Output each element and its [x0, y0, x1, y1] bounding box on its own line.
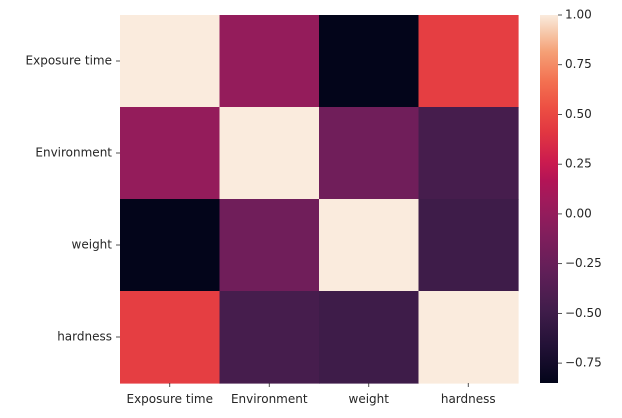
x-tick-label: Environment — [231, 392, 308, 406]
heatmap-cell-1-2 — [319, 107, 420, 200]
heatmap-cell-0-2 — [319, 15, 420, 108]
colorbar-tick-label: 0.00 — [565, 206, 592, 220]
colorbar-tick-label: −0.50 — [565, 306, 602, 320]
heatmap-cell-0-1 — [219, 15, 320, 108]
heatmap-cell-2-1 — [219, 199, 320, 292]
x-axis-ticks: Exposure time Environment weight hardness — [127, 383, 496, 406]
y-tick-label: Exposure time — [26, 54, 112, 68]
heatmap-cell-3-2 — [319, 291, 420, 384]
x-tick-label: Exposure time — [127, 392, 213, 406]
heatmap-cells — [120, 15, 519, 384]
colorbar-ticks: 1.00 0.75 0.50 0.25 0.00 −0.25 −0.50 −0.75 — [558, 8, 602, 370]
colorbar-tick-label: 0.50 — [565, 107, 592, 121]
heatmap-cell-3-0 — [120, 291, 221, 384]
heatmap-cell-2-0 — [120, 199, 221, 292]
heatmap-cell-0-3 — [418, 15, 519, 108]
colorbar-tick-label: 1.00 — [565, 8, 592, 22]
heatmap-cell-1-3 — [418, 107, 519, 200]
colorbar-tick-label: 0.25 — [565, 157, 592, 171]
y-tick-label: weight — [72, 238, 113, 252]
colorbar — [540, 15, 558, 383]
colorbar-tick-label: −0.75 — [565, 356, 602, 370]
heatmap-cell-2-3 — [418, 199, 519, 292]
y-axis-ticks: Exposure time Environment weight hardness — [26, 54, 120, 344]
heatmap-cell-1-0 — [120, 107, 221, 200]
y-tick-label: Environment — [35, 146, 112, 160]
heatmap-cell-1-1 — [219, 107, 320, 200]
y-tick-label: hardness — [57, 330, 112, 344]
heatmap-cell-0-0 — [120, 15, 221, 108]
colorbar-tick-label: 0.75 — [565, 57, 592, 71]
heatmap-cell-3-3 — [418, 291, 519, 384]
heatmap-cell-3-1 — [219, 291, 320, 384]
x-tick-label: weight — [349, 392, 390, 406]
colorbar-tick-label: −0.25 — [565, 256, 602, 270]
heatmap-cell-2-2 — [319, 199, 420, 292]
x-tick-label: hardness — [441, 392, 496, 406]
